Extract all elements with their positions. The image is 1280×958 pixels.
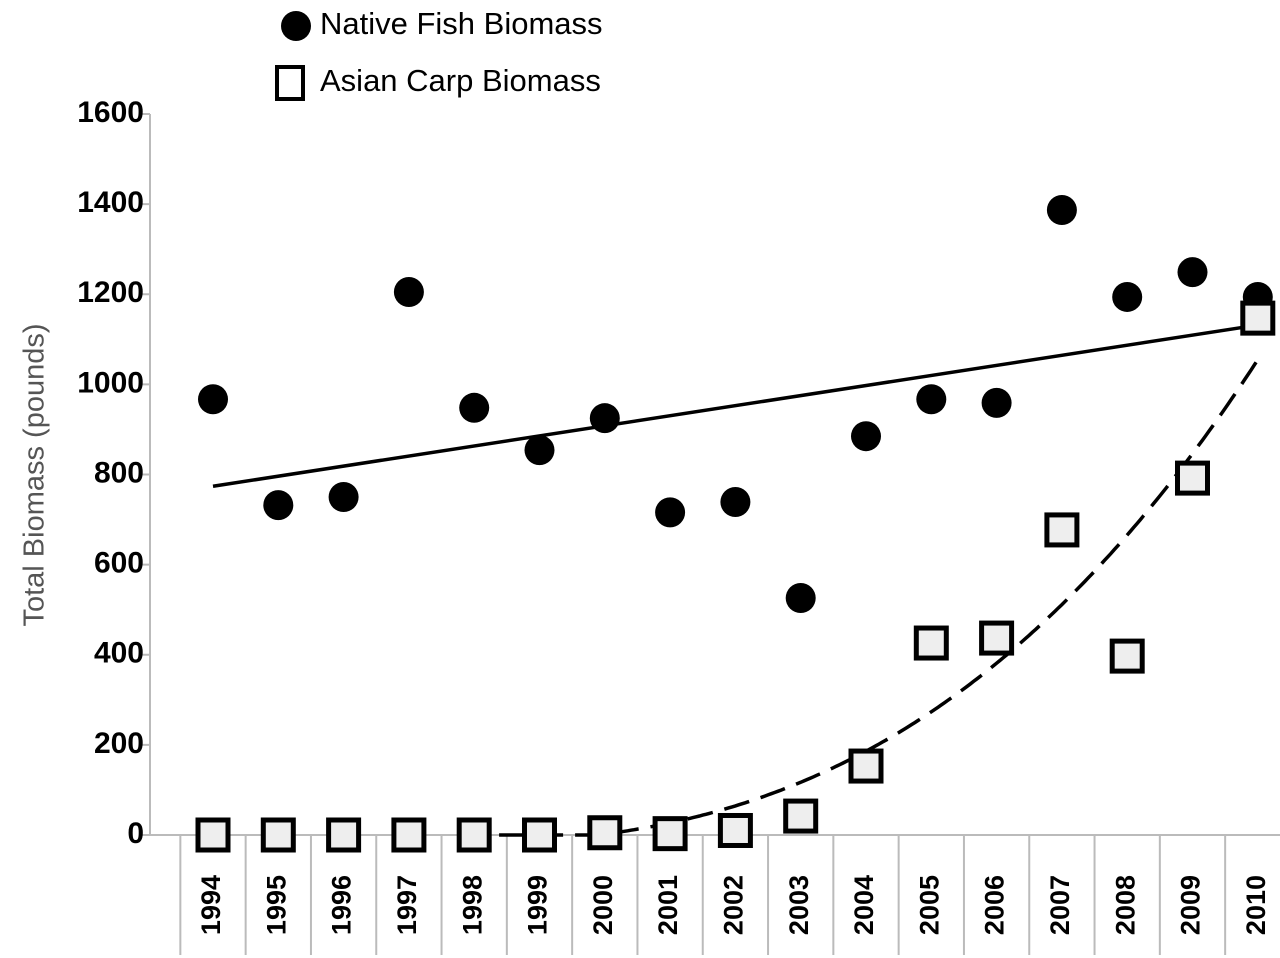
marker bbox=[1112, 281, 1143, 312]
x-tick-label: 1996 bbox=[327, 875, 357, 935]
y-tick-label: 1400 bbox=[77, 186, 144, 219]
x-tick-label: 2006 bbox=[980, 875, 1010, 935]
marker bbox=[916, 384, 947, 415]
marker bbox=[717, 812, 753, 848]
y-tick-label: 200 bbox=[94, 727, 144, 760]
marker bbox=[263, 490, 294, 521]
marker bbox=[260, 817, 296, 853]
x-tick-label: 2001 bbox=[653, 875, 683, 935]
marker bbox=[979, 620, 1015, 656]
x-tick-label: 2003 bbox=[784, 875, 814, 935]
x-tick-label: 2002 bbox=[719, 875, 749, 935]
y-tick-label: 600 bbox=[94, 547, 144, 580]
marker bbox=[981, 387, 1012, 418]
x-tick-label: 2000 bbox=[588, 875, 618, 935]
y-tick-label: 1600 bbox=[77, 96, 144, 129]
x-tick-label: 2009 bbox=[1176, 875, 1206, 935]
trendline bbox=[212, 323, 1259, 488]
marker bbox=[1109, 638, 1145, 674]
x-tick-label: 2010 bbox=[1241, 875, 1271, 935]
marker bbox=[393, 276, 424, 307]
marker bbox=[1046, 194, 1077, 225]
x-tick-label: 2004 bbox=[849, 875, 879, 935]
marker bbox=[1175, 460, 1210, 496]
y-axis-label: Total Biomass (pounds) bbox=[19, 323, 51, 626]
x-tick-label: 1994 bbox=[196, 875, 226, 935]
legend-label: Native Fish Biomass bbox=[320, 6, 603, 41]
marker bbox=[459, 392, 490, 423]
marker bbox=[720, 486, 751, 517]
marker bbox=[785, 582, 816, 613]
legend-label: Asian Carp Biomass bbox=[320, 63, 601, 98]
marker bbox=[913, 625, 949, 661]
marker bbox=[851, 421, 881, 452]
marker bbox=[456, 817, 492, 853]
marker bbox=[1177, 257, 1208, 288]
marker bbox=[589, 403, 620, 434]
marker bbox=[198, 384, 228, 415]
marker bbox=[655, 497, 686, 528]
x-tick-label: 1999 bbox=[523, 875, 553, 935]
marker bbox=[848, 748, 884, 784]
marker bbox=[783, 798, 819, 834]
y-tick-label: 1200 bbox=[77, 276, 144, 309]
marker bbox=[391, 817, 427, 853]
x-tick-label: 1998 bbox=[457, 875, 487, 935]
marker bbox=[524, 435, 555, 466]
marker bbox=[328, 482, 359, 513]
marker bbox=[652, 816, 688, 852]
marker bbox=[587, 815, 623, 851]
legend-marker bbox=[275, 65, 305, 101]
marker bbox=[1240, 300, 1276, 336]
x-tick-label: 2005 bbox=[914, 875, 944, 935]
marker bbox=[195, 817, 231, 853]
x-tick-label: 1995 bbox=[261, 875, 291, 935]
x-tick-label: 2007 bbox=[1045, 875, 1075, 935]
y-tick-label: 1000 bbox=[77, 366, 144, 399]
marker bbox=[1044, 512, 1080, 548]
y-tick-label: 0 bbox=[127, 817, 144, 850]
x-tick-label: 1997 bbox=[392, 875, 422, 935]
marker bbox=[326, 817, 362, 853]
marker bbox=[522, 817, 557, 853]
legend-marker bbox=[281, 11, 311, 41]
y-tick-label: 400 bbox=[94, 637, 144, 670]
y-tick-label: 800 bbox=[94, 456, 144, 489]
x-tick-label: 2008 bbox=[1110, 875, 1140, 935]
